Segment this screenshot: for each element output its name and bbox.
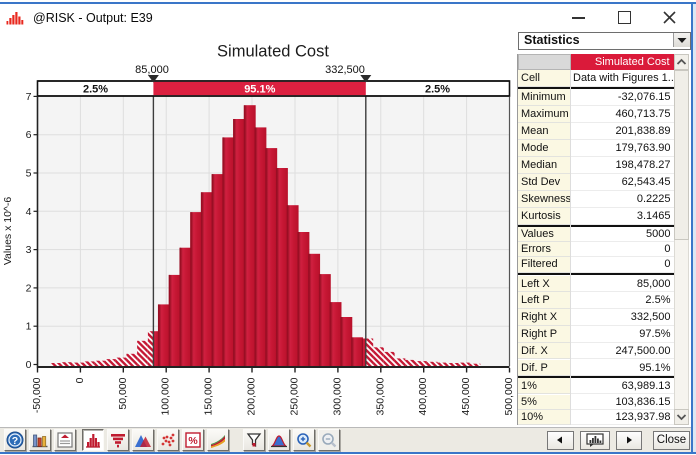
svg-text:2.5%: 2.5%	[83, 84, 108, 96]
svg-text:3: 3	[26, 244, 32, 256]
svg-text:200,000: 200,000	[246, 377, 258, 415]
svg-text:350,000: 350,000	[374, 377, 386, 415]
svg-text:85,000: 85,000	[135, 64, 169, 76]
svg-text:50,000: 50,000	[117, 377, 129, 409]
svg-text:100,000: 100,000	[160, 377, 172, 415]
svg-text:4: 4	[26, 206, 32, 218]
svg-text:?: ?	[12, 435, 18, 447]
svg-text:6: 6	[26, 129, 32, 141]
svg-text:Values x 10^-6: Values x 10^-6	[2, 197, 14, 266]
svg-text:-50,000: -50,000	[31, 377, 43, 413]
svg-text:0: 0	[26, 359, 32, 371]
svg-text:250,000: 250,000	[289, 377, 301, 415]
svg-text:400,000: 400,000	[417, 377, 429, 415]
svg-text:%: %	[188, 435, 198, 447]
svg-text:1: 1	[26, 321, 32, 333]
svg-text:Simulated Cost: Simulated Cost	[217, 43, 329, 61]
svg-text:5: 5	[26, 168, 32, 180]
svg-text:332,500: 332,500	[325, 64, 365, 76]
svg-text:7: 7	[26, 91, 32, 103]
svg-text:300,000: 300,000	[331, 377, 343, 415]
svg-text:2.5%: 2.5%	[425, 84, 450, 96]
svg-text:0: 0	[74, 377, 86, 383]
svg-text:150,000: 150,000	[203, 377, 215, 415]
svg-text:500,000: 500,000	[503, 377, 515, 415]
svg-text:2: 2	[26, 282, 32, 294]
svg-text:95.1%: 95.1%	[244, 84, 275, 96]
svg-text:450,000: 450,000	[460, 377, 472, 415]
